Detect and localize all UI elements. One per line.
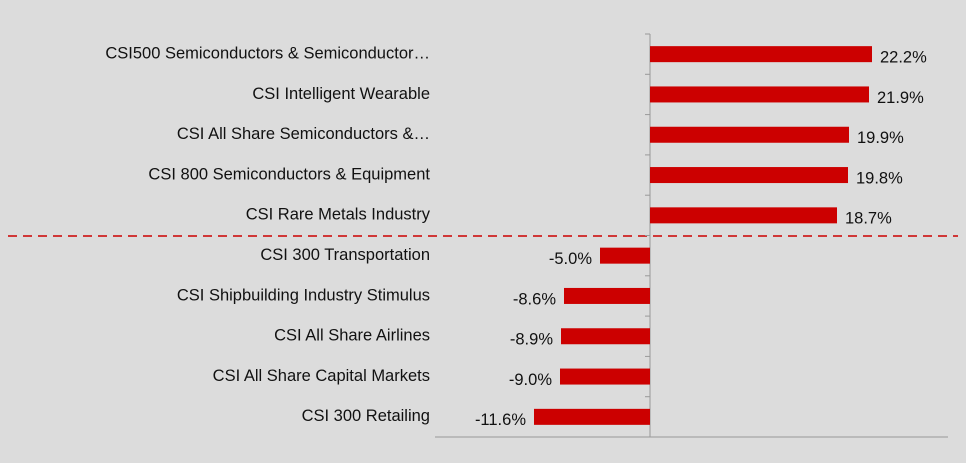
value-label: -9.0% [509, 371, 552, 389]
value-label: 21.9% [877, 89, 924, 107]
bar [650, 86, 869, 103]
bar [600, 247, 650, 264]
category-label: CSI All Share Capital Markets [213, 367, 430, 385]
value-label: 18.7% [845, 210, 892, 228]
value-label: -8.6% [513, 290, 556, 308]
value-label: -8.9% [510, 331, 553, 349]
value-label: -5.0% [549, 250, 592, 268]
value-label: 19.9% [857, 129, 904, 147]
bar [560, 368, 650, 385]
bar [534, 408, 650, 425]
bar [650, 167, 848, 184]
bar [650, 207, 837, 224]
value-label: 22.2% [880, 49, 927, 67]
category-label: CSI 800 Semiconductors & Equipment [148, 165, 430, 183]
category-label: CSI Rare Metals Industry [246, 206, 431, 224]
category-label: CSI All Share Airlines [274, 327, 430, 345]
category-label: CSI Intelligent Wearable [252, 85, 430, 103]
category-label: CSI 300 Retailing [302, 407, 430, 425]
bar [650, 46, 872, 63]
category-label: CSI All Share Semiconductors &… [177, 125, 430, 143]
category-label: CSI 300 Transportation [260, 246, 430, 264]
bar [561, 328, 650, 345]
value-label: 19.8% [856, 169, 903, 187]
category-label: CSI Shipbuilding Industry Stimulus [177, 286, 430, 304]
value-label: -11.6% [475, 411, 526, 429]
bar [650, 126, 849, 143]
bar [564, 287, 650, 304]
category-label: CSI500 Semiconductors & Semiconductor… [105, 45, 430, 63]
